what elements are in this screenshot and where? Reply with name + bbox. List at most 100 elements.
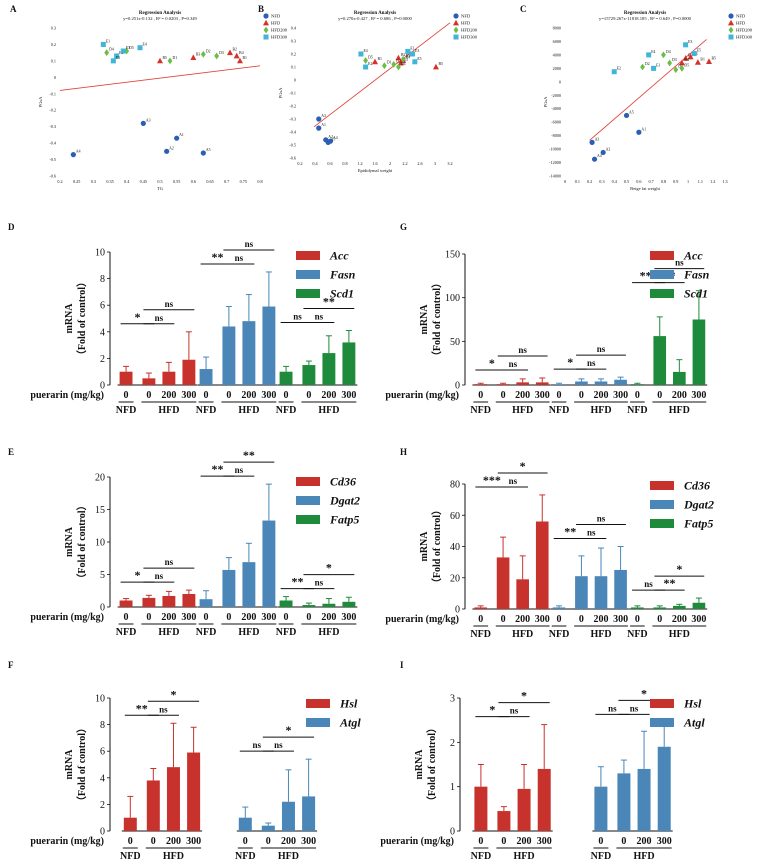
point-label: A3 (321, 114, 326, 118)
data-point (214, 52, 220, 60)
bar-Cd36 (142, 597, 156, 607)
y-tick-label: 0 (54, 75, 56, 80)
data-point (589, 139, 595, 145)
panel-label: C (520, 4, 527, 14)
point-label: A5 (206, 148, 211, 152)
significance-label: * (567, 355, 573, 369)
data-point (600, 149, 606, 156)
point-label: D1 (387, 61, 392, 65)
point-label: A2 (169, 146, 174, 150)
y-axis-label: PGsA (38, 96, 43, 108)
y-tick-label: 0 (455, 381, 460, 392)
y-tick-label: 0 (455, 605, 460, 616)
bar-Fatp5 (631, 607, 644, 609)
group-label-nfd: NFD (235, 851, 256, 862)
panel-label: A (10, 4, 17, 14)
significance-label: ns (587, 528, 596, 538)
bar-panel-H: H 0 20 40 60 80 mRNA （Fold of control） 0 0 200 300 N… (385, 447, 714, 640)
point-label: B4 (239, 51, 244, 55)
x-tick-label: 1.6 (372, 161, 377, 166)
y-tick-label: 2000 (553, 66, 561, 71)
legend-label: HFD200 (271, 28, 288, 33)
significance-label: ** (291, 575, 303, 589)
point-label: E2 (368, 62, 372, 66)
y-tick-label: 0 (100, 603, 105, 614)
x-tick-label: 2.6 (417, 161, 422, 166)
point-label: A5 (629, 110, 634, 114)
dose-tick-label: 0 (124, 390, 129, 401)
y-tick-label: 4 (100, 773, 105, 784)
dose-tick-label: 200 (593, 614, 608, 625)
group-label-nfd: NFD (470, 629, 491, 640)
group-label-nfd: NFD (549, 405, 570, 416)
group-label-hfd: HFD (634, 851, 655, 862)
dose-tick-label: 0 (657, 614, 662, 625)
y-tick-label: -0.4 (49, 141, 57, 146)
significance-label: ns (235, 253, 244, 263)
bar-Fasn (242, 321, 256, 385)
x-tick-label: 0.55 (173, 179, 180, 184)
data-point (683, 42, 689, 48)
x-tick-label: 3.2 (447, 161, 452, 166)
data-point (358, 51, 364, 57)
legend-label: Hsl (683, 697, 702, 711)
dose-tick-label: 300 (691, 614, 706, 625)
group-label-hfd: HFD (163, 851, 184, 862)
x-tick-label: 0.2 (587, 179, 592, 184)
point-label: D5 (129, 46, 134, 50)
dose-tick-label: 0 (243, 836, 248, 847)
point-label: A4 (597, 154, 602, 158)
legend-label: Dgat2 (683, 498, 714, 512)
data-point (405, 48, 411, 54)
point-label: B1 (243, 56, 248, 60)
y-tick-label: -0.4 (289, 130, 297, 135)
y-tick-label: 3 (450, 694, 455, 705)
legend-swatch (296, 496, 320, 505)
y-axis-label: （Fold of control） (75, 500, 88, 583)
bar-Acc (162, 371, 176, 385)
point-label: B1 (700, 57, 705, 61)
point-label: B5 (712, 57, 717, 61)
bar-Fasn (222, 326, 236, 385)
x-tick-label: 0.9 (673, 179, 678, 184)
x-tick-label: 0.4 (612, 179, 618, 184)
x-tick-label: 1.1 (698, 179, 703, 184)
y-tick-label: -10000 (549, 147, 561, 152)
y-tick-label: 0.3 (51, 26, 56, 31)
legend-swatch (306, 718, 330, 727)
group-label-hfd: HFD (238, 627, 259, 638)
point-label: A3 (146, 118, 151, 122)
legend-label: Acc (329, 249, 349, 263)
point-label: E5 (697, 49, 701, 53)
y-tick-label: 8000 (553, 26, 561, 31)
significance-label: ** (211, 250, 223, 264)
legend-swatch (650, 481, 674, 490)
dose-tick-label: 300 (613, 614, 628, 625)
data-point (200, 150, 206, 156)
bar-Atgl (302, 796, 316, 831)
group-label-hfd: HFD (512, 405, 533, 416)
significance-label: ns (597, 344, 606, 354)
significance-label: ns (165, 299, 174, 309)
point-label: D1 (678, 65, 683, 69)
bar-Hsl (537, 768, 551, 831)
significance-label: ns (509, 476, 518, 486)
legend-label: Scd1 (330, 287, 354, 301)
point-label: D2 (645, 62, 650, 66)
bar-Cd36 (535, 521, 549, 609)
significance-label: * (521, 689, 527, 703)
bar-Atgl (617, 773, 631, 831)
y-tick-label: 0 (450, 827, 455, 838)
legend-label: Cd36 (684, 479, 710, 493)
x-axis-label: puerarin (mg/kg) (380, 836, 454, 847)
dose-tick-label: 200 (637, 836, 652, 847)
dose-tick-label: 300 (186, 836, 201, 847)
bar-Scd1 (322, 353, 336, 385)
legend-label: Fasn (683, 268, 710, 282)
legend-label: Atgl (683, 716, 705, 730)
data-point (682, 55, 689, 61)
group-label-nfd: NFD (549, 629, 570, 640)
